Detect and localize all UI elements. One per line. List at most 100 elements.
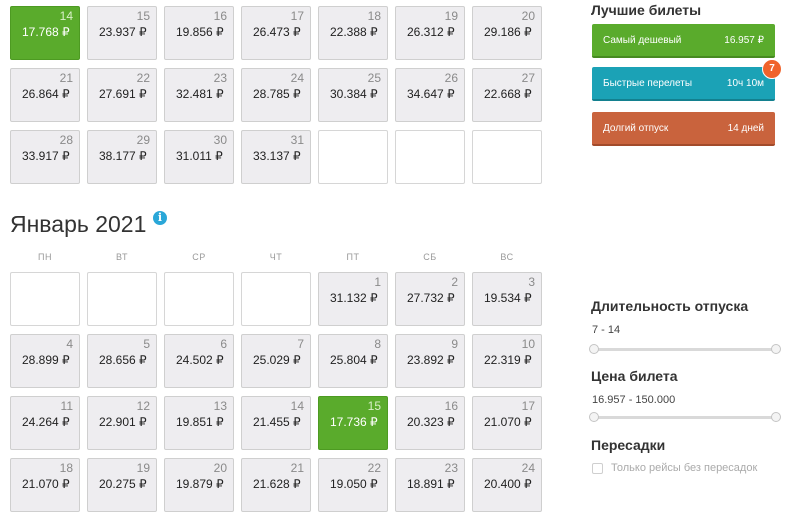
day-price: 19.879 ₽ — [176, 477, 224, 491]
no-transfers-checkbox[interactable] — [592, 463, 603, 474]
calendar-day-cell[interactable]: 19 20.275 ₽ — [87, 458, 157, 512]
price-slider[interactable] — [589, 412, 781, 422]
calendar-day-cell[interactable]: 14 21.455 ₽ — [241, 396, 311, 450]
calendar-day-cell[interactable]: 21 26.864 ₽ — [10, 68, 80, 122]
calendar-day-cell[interactable]: 12 22.901 ₽ — [87, 396, 157, 450]
calendar-day-cell[interactable]: 18 22.388 ₽ — [318, 6, 388, 60]
fastest-label: Быстрые перелеты — [603, 77, 693, 89]
calendar-day-cell[interactable]: 20 19.879 ₽ — [164, 458, 234, 512]
slider-min-handle[interactable] — [589, 344, 599, 354]
day-number: 24 — [290, 71, 304, 85]
slider-track — [592, 416, 778, 419]
day-price: 27.691 ₽ — [99, 87, 147, 101]
slider-max-handle[interactable] — [771, 412, 781, 422]
calendar-empty-cell — [318, 130, 388, 184]
day-number: 30 — [213, 133, 227, 147]
day-price: 32.481 ₽ — [176, 87, 224, 101]
calendar-day-cell[interactable]: 4 28.899 ₽ — [10, 334, 80, 388]
calendar-day-cell[interactable]: 30 31.011 ₽ — [164, 130, 234, 184]
calendar-day-cell[interactable]: 28 33.917 ₽ — [10, 130, 80, 184]
calendar-empty-cell — [241, 272, 311, 326]
duration-slider[interactable] — [589, 344, 781, 354]
long-vacation-button[interactable]: Долгий отпуск 14 дней — [592, 112, 775, 146]
calendar-day-cell[interactable]: 23 32.481 ₽ — [164, 68, 234, 122]
day-price: 19.856 ₽ — [176, 25, 224, 39]
calendar-day-cell[interactable]: 2 27.732 ₽ — [395, 272, 465, 326]
december-calendar-grid: 14 17.768 ₽ 15 23.937 ₽ 16 19.856 ₽ 17 26.473 ₽… — [10, 6, 542, 184]
day-price: 28.656 ₽ — [99, 353, 147, 367]
calendar-day-cell[interactable]: 10 22.319 ₽ — [472, 334, 542, 388]
day-number: 16 — [213, 9, 227, 23]
day-number: 17 — [290, 9, 304, 23]
calendar-day-cell[interactable]: 20 29.186 ₽ — [472, 6, 542, 60]
day-number: 8 — [374, 337, 381, 351]
calendar-day-cell[interactable]: 26 34.647 ₽ — [395, 68, 465, 122]
weekday-header: ПН ВТ СР ЧТ ПТ СБ ВС — [10, 252, 542, 262]
calendar-empty-cell — [10, 272, 80, 326]
no-transfers-label[interactable]: Только рейсы без пересадок — [611, 462, 758, 474]
calendar-day-cell[interactable]: 11 24.264 ₽ — [10, 396, 80, 450]
calendar-day-cell[interactable]: 25 30.384 ₽ — [318, 68, 388, 122]
calendar-day-cell[interactable]: 22 27.691 ₽ — [87, 68, 157, 122]
fastest-button[interactable]: Быстрые перелеты 10ч 10м — [592, 67, 775, 101]
day-price: 20.323 ₽ — [407, 415, 455, 429]
day-price: 31.011 ₽ — [176, 149, 223, 163]
calendar-day-cell[interactable]: 13 19.851 ₽ — [164, 396, 234, 450]
weekday-label: ЧТ — [269, 252, 283, 262]
day-price: 23.892 ₽ — [407, 353, 455, 367]
calendar-day-cell[interactable]: 15 17.736 ₽ — [318, 396, 388, 450]
day-price: 20.400 ₽ — [484, 477, 532, 491]
calendar-day-cell[interactable]: 17 21.070 ₽ — [472, 396, 542, 450]
calendar-day-cell[interactable]: 8 25.804 ₽ — [318, 334, 388, 388]
day-number: 24 — [521, 461, 535, 475]
calendar-day-cell[interactable]: 15 23.937 ₽ — [87, 6, 157, 60]
calendar-day-cell[interactable]: 3 19.534 ₽ — [472, 272, 542, 326]
day-number: 11 — [60, 399, 73, 413]
calendar-day-cell[interactable]: 5 28.656 ₽ — [87, 334, 157, 388]
calendar-day-cell[interactable]: 23 18.891 ₽ — [395, 458, 465, 512]
calendar-day-cell[interactable]: 1 31.132 ₽ — [318, 272, 388, 326]
day-price: 28.785 ₽ — [253, 87, 301, 101]
duration-range: 7 - 14 — [592, 324, 621, 336]
calendar-day-cell[interactable]: 29 38.177 ₽ — [87, 130, 157, 184]
day-price: 25.029 ₽ — [253, 353, 301, 367]
day-number: 21 — [290, 461, 304, 475]
calendar-day-cell[interactable]: 9 23.892 ₽ — [395, 334, 465, 388]
calendar-day-cell[interactable]: 22 19.050 ₽ — [318, 458, 388, 512]
calendar-day-cell[interactable]: 27 22.668 ₽ — [472, 68, 542, 122]
calendar-empty-cell — [395, 130, 465, 184]
calendar-day-cell[interactable]: 24 20.400 ₽ — [472, 458, 542, 512]
duration-title: Длительность отпуска — [591, 298, 749, 314]
slider-track — [592, 348, 778, 351]
day-price: 18.891 ₽ — [407, 477, 455, 491]
cheapest-button[interactable]: Самый дешевый 16.957 ₽ — [592, 24, 775, 58]
calendar-day-cell[interactable]: 6 24.502 ₽ — [164, 334, 234, 388]
calendar-day-cell[interactable]: 16 20.323 ₽ — [395, 396, 465, 450]
day-number: 7 — [297, 337, 304, 351]
day-number: 6 — [220, 337, 227, 351]
calendar-day-cell[interactable]: 16 19.856 ₽ — [164, 6, 234, 60]
calendar-day-cell[interactable]: 21 21.628 ₽ — [241, 458, 311, 512]
day-number: 10 — [521, 337, 535, 351]
calendar-day-cell[interactable]: 14 17.768 ₽ — [10, 6, 80, 60]
info-icon[interactable]: i — [153, 211, 167, 225]
day-price: 17.768 ₽ — [22, 25, 70, 39]
calendar-day-cell[interactable]: 7 25.029 ₽ — [241, 334, 311, 388]
calendar-day-cell[interactable]: 31 33.137 ₽ — [241, 130, 311, 184]
long-vacation-value: 14 дней — [727, 122, 764, 134]
calendar-day-cell[interactable]: 17 26.473 ₽ — [241, 6, 311, 60]
day-price: 22.319 ₽ — [484, 353, 532, 367]
slider-max-handle[interactable] — [771, 344, 781, 354]
calendar-day-cell[interactable]: 19 26.312 ₽ — [395, 6, 465, 60]
day-number: 4 — [66, 337, 73, 351]
day-number: 15 — [367, 399, 381, 413]
day-number: 20 — [213, 461, 227, 475]
day-price: 24.264 ₽ — [22, 415, 70, 429]
day-price: 27.732 ₽ — [407, 291, 455, 305]
slider-min-handle[interactable] — [589, 412, 599, 422]
day-price: 22.668 ₽ — [484, 87, 532, 101]
day-number: 18 — [59, 461, 73, 475]
day-price: 26.473 ₽ — [253, 25, 301, 39]
calendar-day-cell[interactable]: 24 28.785 ₽ — [241, 68, 311, 122]
calendar-day-cell[interactable]: 18 21.070 ₽ — [10, 458, 80, 512]
